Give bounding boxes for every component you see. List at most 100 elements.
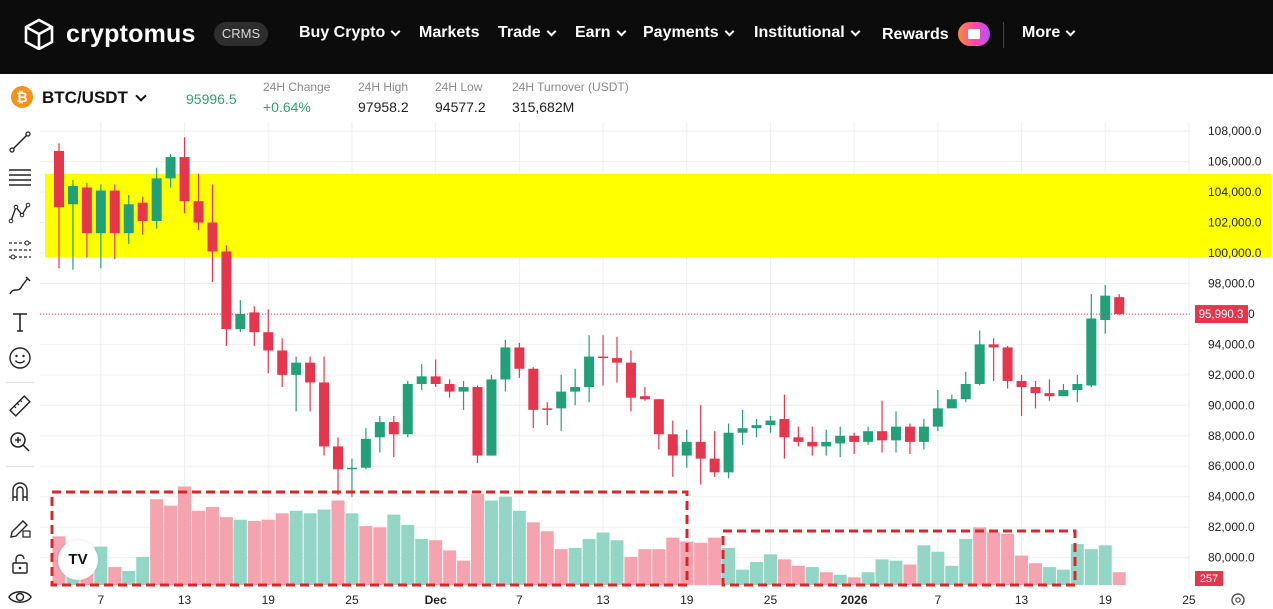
time-tick-label: 25 <box>764 593 778 605</box>
magnet-icon[interactable] <box>8 480 32 504</box>
volume-bars <box>52 486 1126 585</box>
time-tick-label: Dec <box>425 593 447 605</box>
brush-icon[interactable] <box>8 274 32 298</box>
candle-body <box>458 387 469 392</box>
candle <box>863 426 874 445</box>
candle-body <box>179 157 190 202</box>
volume-bar <box>275 513 289 585</box>
tradingview-logo[interactable]: TV <box>58 540 98 580</box>
candle <box>249 306 260 346</box>
candle-body <box>1086 318 1097 386</box>
trend-line-icon[interactable] <box>8 130 32 154</box>
pair-selector[interactable]: BTC/USDT <box>42 88 147 108</box>
fib-icon[interactable] <box>8 238 32 262</box>
time-tick-label: 2026 <box>841 593 868 605</box>
candle-body <box>263 332 274 351</box>
nav-institutional[interactable]: Institutional <box>754 24 861 42</box>
candle-body <box>388 422 399 435</box>
time-tick-label: 25 <box>345 593 359 605</box>
chevron-down-icon <box>390 26 401 36</box>
candle-body <box>863 431 874 442</box>
time-tick-label: 7 <box>516 593 523 605</box>
candle <box>1016 374 1027 416</box>
volume-marker: 257 <box>1195 571 1223 586</box>
volume-bar <box>150 499 164 585</box>
pattern-icon[interactable] <box>8 201 32 225</box>
volume-bar <box>582 538 596 585</box>
candle <box>681 429 692 468</box>
text-icon[interactable] <box>8 310 32 334</box>
candle <box>932 390 943 432</box>
volume-marker-label: 257 <box>1200 573 1218 585</box>
volume-bar <box>303 513 317 585</box>
stat-24h-change: 24H Change +0.64% <box>263 80 331 115</box>
volume-bar <box>512 510 526 585</box>
candle-body <box>249 312 260 333</box>
candle-body <box>193 201 204 223</box>
candle-body <box>807 441 818 447</box>
candle <box>821 429 832 456</box>
nav-markets[interactable]: Markets <box>419 24 480 41</box>
chevron-down-icon <box>135 90 147 102</box>
price-tick-label: 84,000.0 <box>1208 490 1255 504</box>
nav-rewards[interactable]: Rewards <box>882 22 990 46</box>
settings-gear-icon[interactable] <box>1231 593 1245 605</box>
nav-trade[interactable]: Trade <box>498 24 557 42</box>
volume-bar <box>526 522 540 585</box>
stat-24h-high: 24H High 97958.2 <box>358 80 409 115</box>
candle-body <box>137 202 148 222</box>
chevron-down-icon <box>724 26 735 36</box>
volume-bar <box>261 519 275 585</box>
horizontal-lines-icon[interactable] <box>8 165 32 189</box>
ruler-icon[interactable] <box>8 394 32 418</box>
candle-body <box>988 344 999 348</box>
price-tick-label: 80,000.0 <box>1208 551 1255 565</box>
candle <box>277 338 288 388</box>
candle-body <box>360 438 371 468</box>
volume-bar <box>945 565 959 585</box>
emoji-icon[interactable] <box>8 346 32 370</box>
price-tick-label: 104,000.0 <box>1208 185 1262 199</box>
price-tick-label: 94,000.0 <box>1208 337 1255 351</box>
candle-body <box>1072 383 1083 391</box>
chevron-down-icon <box>616 26 627 36</box>
candle-body <box>779 419 790 438</box>
candle-body <box>207 222 218 252</box>
candle <box>123 195 134 244</box>
candle <box>918 419 929 450</box>
candle <box>165 153 176 188</box>
candle-body <box>54 150 64 208</box>
logo[interactable]: cryptomus <box>24 18 196 50</box>
volume-bar <box>833 574 847 585</box>
nav-payments[interactable]: Payments <box>643 24 735 42</box>
lock-pencil-icon[interactable] <box>8 516 32 540</box>
candle-body <box>416 376 427 384</box>
price-tick-label: 106,000.0 <box>1208 155 1262 169</box>
nav-buy-crypto[interactable]: Buy Crypto <box>299 24 401 42</box>
candle-body <box>1114 297 1125 314</box>
zoom-in-icon[interactable] <box>8 430 32 454</box>
volume-bar <box>192 510 205 585</box>
candle <box>151 167 162 229</box>
volume-bar <box>471 494 484 585</box>
volume-bar <box>694 542 708 585</box>
price-chart[interactable]: 108,000.0 106,000.0 104,000.0 102,000.0 100,… <box>40 122 1273 605</box>
annotation-box-right[interactable] <box>721 529 1077 587</box>
volume-bar <box>136 556 150 585</box>
nav-earn[interactable]: Earn <box>575 24 627 42</box>
candle-body <box>821 441 832 447</box>
volume-bar <box>666 537 680 585</box>
candle-body <box>891 426 901 441</box>
candle-body <box>109 190 120 234</box>
candle <box>988 338 999 381</box>
nav-more[interactable]: More <box>1022 24 1076 42</box>
nav-divider <box>1003 22 1004 48</box>
time-tick-label: 7 <box>935 593 942 605</box>
candle <box>500 339 511 392</box>
volume-bar <box>233 519 247 585</box>
unlock-icon[interactable] <box>8 552 32 576</box>
eye-icon[interactable] <box>8 585 32 609</box>
crms-badge[interactable]: CRMS <box>214 22 268 46</box>
time-tick-label: 19 <box>1099 593 1113 605</box>
volume-bar <box>889 560 903 585</box>
